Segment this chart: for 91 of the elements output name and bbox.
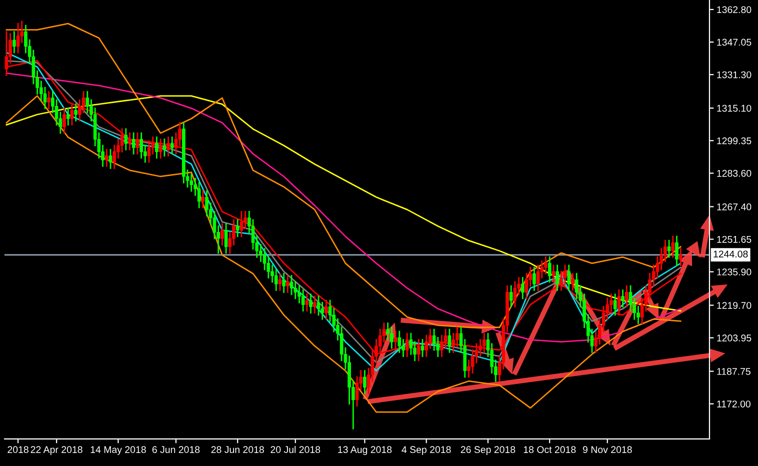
candlestick (224, 223, 228, 254)
candlestick (312, 296, 316, 314)
candlestick (201, 190, 205, 208)
x-tick-label: 6 Jun 2018 (152, 446, 200, 454)
y-tick-label: 1267.40 (717, 203, 752, 210)
y-tick-label: 1315.10 (717, 104, 752, 112)
candlestick (567, 264, 571, 291)
line-series (6, 22, 682, 328)
candlestick (667, 240, 671, 258)
y-tick-label: 1235.90 (717, 268, 752, 276)
y-tick-label: 1219.70 (717, 302, 752, 309)
x-tick-label: 20 Jul 2018 (270, 446, 320, 454)
x-tick-label: 28 Jun 2018 (211, 446, 264, 454)
x-tick-label: 13 Aug 2018 (338, 446, 392, 455)
x-tick-label: 9 Nov 2018 (583, 446, 632, 454)
line-series (6, 95, 682, 413)
candlestick (286, 275, 290, 293)
x-tick-label: 2018 (8, 446, 28, 454)
candlestick (155, 136, 158, 159)
x-tick-label: 22 Apr 2018 (30, 446, 82, 455)
candlestick (363, 370, 366, 394)
y-tick-label: 1283.60 (717, 170, 752, 177)
candlestick (671, 236, 675, 258)
candlestick (420, 339, 424, 357)
candlestick (12, 31, 16, 54)
candlestick (571, 272, 574, 291)
candlestick (170, 136, 174, 154)
candlestick (301, 289, 305, 312)
y-tick-label: 1251.65 (717, 236, 752, 243)
candlestick (282, 272, 286, 293)
candlestick (544, 256, 548, 274)
candlestick (621, 289, 624, 308)
x-tick-label: 26 Sep 2018 (460, 446, 516, 455)
candlestick (613, 294, 617, 316)
candlestick (513, 281, 517, 308)
y-tick-label: 1172.00 (717, 400, 750, 408)
candlestick (552, 264, 556, 283)
candlestick (66, 108, 70, 126)
candlestick (274, 268, 278, 291)
candlestick (617, 289, 621, 316)
candlestick (128, 132, 132, 150)
line-series (6, 95, 682, 312)
candlestick (309, 294, 312, 314)
y-tick-label: 1187.75 (717, 368, 750, 375)
candlestick (390, 326, 394, 349)
candlestick (532, 266, 536, 291)
y-tick-label: 1347.05 (717, 38, 752, 46)
candlestick (290, 275, 294, 295)
candlestick (147, 140, 151, 163)
candlestick (394, 330, 398, 349)
candlestick (316, 296, 320, 316)
candlestick (197, 182, 201, 208)
candlestick (136, 132, 140, 154)
candlestick (140, 132, 143, 159)
candlestick (104, 148, 108, 167)
candlestick (16, 22, 20, 54)
candlestick (236, 219, 240, 238)
x-tick-label: 4 Sep 2018 (402, 446, 451, 455)
candlestick (398, 330, 402, 353)
candlestick (190, 174, 194, 192)
candlestick (62, 108, 66, 134)
ref-line-label: 1244.08 (714, 250, 748, 258)
x-tick-label: 14 May 2018 (90, 446, 146, 455)
x-tick-label: 18 Oct 2018 (524, 446, 576, 454)
candlestick (240, 210, 244, 238)
candlestick (509, 285, 513, 308)
candlestick (132, 132, 136, 154)
candlestick (548, 256, 552, 283)
candlestick (324, 300, 328, 320)
candlestick (675, 236, 678, 266)
candlestick (448, 328, 452, 353)
candlestick (520, 277, 524, 300)
candlestick (162, 138, 166, 157)
candlestick (166, 136, 170, 157)
candlestick (556, 264, 559, 291)
candlestick (678, 248, 682, 266)
candlestick (70, 103, 74, 126)
y-tick-label: 1203.95 (717, 334, 752, 342)
candlestick (536, 264, 540, 291)
candlestick (108, 148, 112, 169)
candlestick (47, 91, 51, 109)
candlestick (124, 128, 128, 150)
y-tick-label: 1299.35 (717, 137, 752, 144)
y-tick-label: 1331.30 (717, 71, 752, 78)
y-tick-label: 1362.80 (717, 6, 752, 14)
candlestick (158, 138, 162, 159)
candlestick (220, 223, 224, 246)
candlestick (278, 272, 282, 291)
candlestick (625, 285, 628, 308)
candlestick (74, 103, 78, 122)
candlestick (305, 294, 309, 312)
